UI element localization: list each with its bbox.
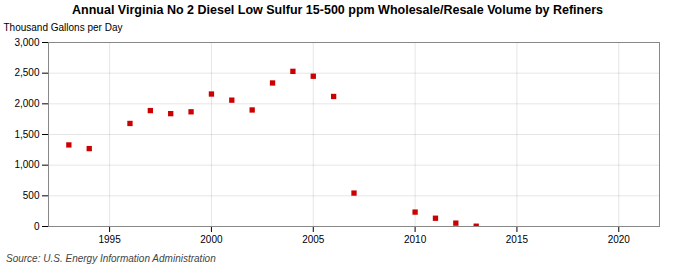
svg-text:2010: 2010 (404, 234, 427, 245)
svg-text:2020: 2020 (608, 234, 631, 245)
html-text:Source: U.S. Energy Informatio: Source: U.S. Energy Information Administ… (6, 253, 216, 264)
svg-text:0: 0 (34, 221, 40, 232)
svg-text:Thousand Gallons per Day: Thousand Gallons per Day (4, 22, 123, 33)
svg-text:1,000: 1,000 (14, 159, 39, 170)
svg-text:3,000: 3,000 (14, 37, 39, 48)
svg-text:2,000: 2,000 (14, 98, 39, 109)
svg-text:2005: 2005 (302, 234, 325, 245)
svg-text:2015: 2015 (506, 234, 529, 245)
svg-text:1995: 1995 (98, 234, 121, 245)
svg-text:2000: 2000 (200, 234, 223, 245)
svg-text:500: 500 (23, 190, 40, 201)
svg-text:1,500: 1,500 (14, 129, 39, 140)
svg-text:2,500: 2,500 (14, 67, 39, 78)
html-text:Annual Virginia No 2 Diesel Lo: Annual Virginia No 2 Diesel Low Sulfur 1… (72, 3, 603, 17)
